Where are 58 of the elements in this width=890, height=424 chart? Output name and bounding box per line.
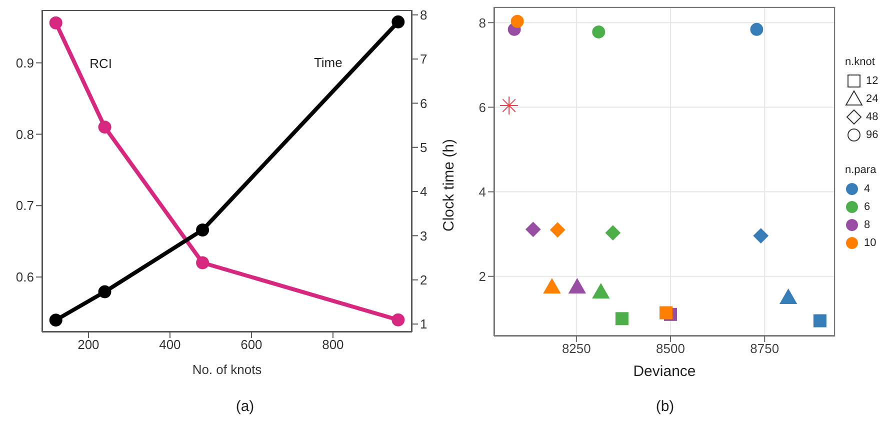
- point: [615, 312, 628, 326]
- y2-tick-label: 8: [420, 7, 428, 22]
- point: [98, 120, 112, 134]
- y-tick-label: 0.6: [16, 270, 34, 285]
- legend-title: n.para: [845, 164, 878, 176]
- y2-tick-label: 6: [420, 96, 428, 111]
- y-tick-label: 0.7: [16, 198, 34, 214]
- text: n.knot: [845, 56, 876, 68]
- y-tick-label: 0.8: [16, 126, 34, 142]
- y2-tick-label: 1: [420, 316, 428, 332]
- point: [196, 223, 210, 236]
- text: (b): [654, 398, 676, 415]
- y-tick-label: 0.9: [16, 55, 34, 70]
- series-label: Time: [314, 54, 342, 70]
- x-tick-label: 400: [159, 337, 181, 352]
- point: [49, 16, 62, 30]
- text: 48: [866, 111, 878, 123]
- y-tick-label: 6: [478, 100, 486, 115]
- point: [750, 22, 764, 36]
- y-tick-label: 8: [478, 15, 486, 30]
- x-tick-label: 8500: [656, 341, 685, 356]
- y2-tick-label: 4: [420, 184, 428, 200]
- x-tick-label: 800: [322, 337, 344, 352]
- legend-label: 8: [864, 219, 870, 231]
- legend-label: 6: [864, 201, 870, 213]
- legend-label: 4: [864, 183, 870, 195]
- point: [605, 225, 620, 240]
- x-axis-title: No. of knots: [192, 362, 262, 377]
- x-tick-label: 8250: [562, 341, 591, 356]
- point: [526, 222, 541, 237]
- text: 12: [866, 75, 878, 87]
- legend-label: 10: [864, 237, 876, 249]
- point: [392, 15, 405, 28]
- point: [510, 14, 524, 28]
- x-axis-title: Deviance: [633, 363, 696, 380]
- point: [660, 306, 673, 320]
- point: [592, 25, 606, 38]
- y-tick-label: 2: [478, 268, 486, 284]
- point: [392, 313, 405, 326]
- y-axis-title: Clock time (h): [440, 138, 458, 232]
- point: [550, 222, 566, 238]
- point: [753, 228, 768, 244]
- point: [813, 314, 826, 328]
- y-tick-label: 4: [478, 184, 486, 200]
- text: 24: [866, 93, 878, 105]
- x-tick-label: 200: [78, 337, 100, 352]
- series-label: RCI: [90, 56, 112, 71]
- y2-tick-label: 2: [420, 272, 428, 288]
- y2-tick-label: 7: [420, 52, 428, 67]
- point: [196, 256, 210, 270]
- point: [98, 285, 112, 298]
- y2-tick-label: 3: [420, 228, 428, 244]
- y2-tick-label: 5: [420, 140, 428, 155]
- text: 96: [866, 129, 878, 141]
- point: [49, 314, 62, 327]
- x-tick-label: 8750: [750, 341, 780, 356]
- x-tick-label: 600: [240, 337, 262, 352]
- text: (a): [234, 398, 256, 415]
